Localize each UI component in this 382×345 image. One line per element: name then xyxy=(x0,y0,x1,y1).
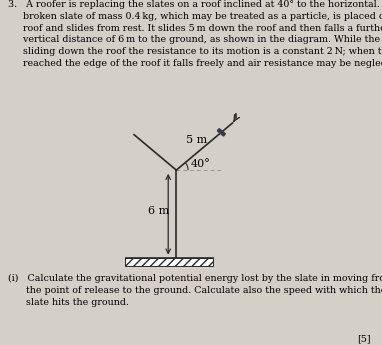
Text: [5]: [5] xyxy=(357,335,371,344)
Text: 3.   A roofer is replacing the slates on a roof inclined at 40° to the horizonta: 3. A roofer is replacing the slates on a… xyxy=(8,0,382,68)
Text: (i)   Calculate the gravitational potential energy lost by the slate in moving f: (i) Calculate the gravitational potentia… xyxy=(8,274,382,307)
Text: 6 m: 6 m xyxy=(148,206,169,216)
Text: 5 m: 5 m xyxy=(186,135,207,145)
Text: 40°: 40° xyxy=(191,159,211,169)
Bar xyxy=(217,129,225,136)
Bar xyxy=(125,258,213,266)
